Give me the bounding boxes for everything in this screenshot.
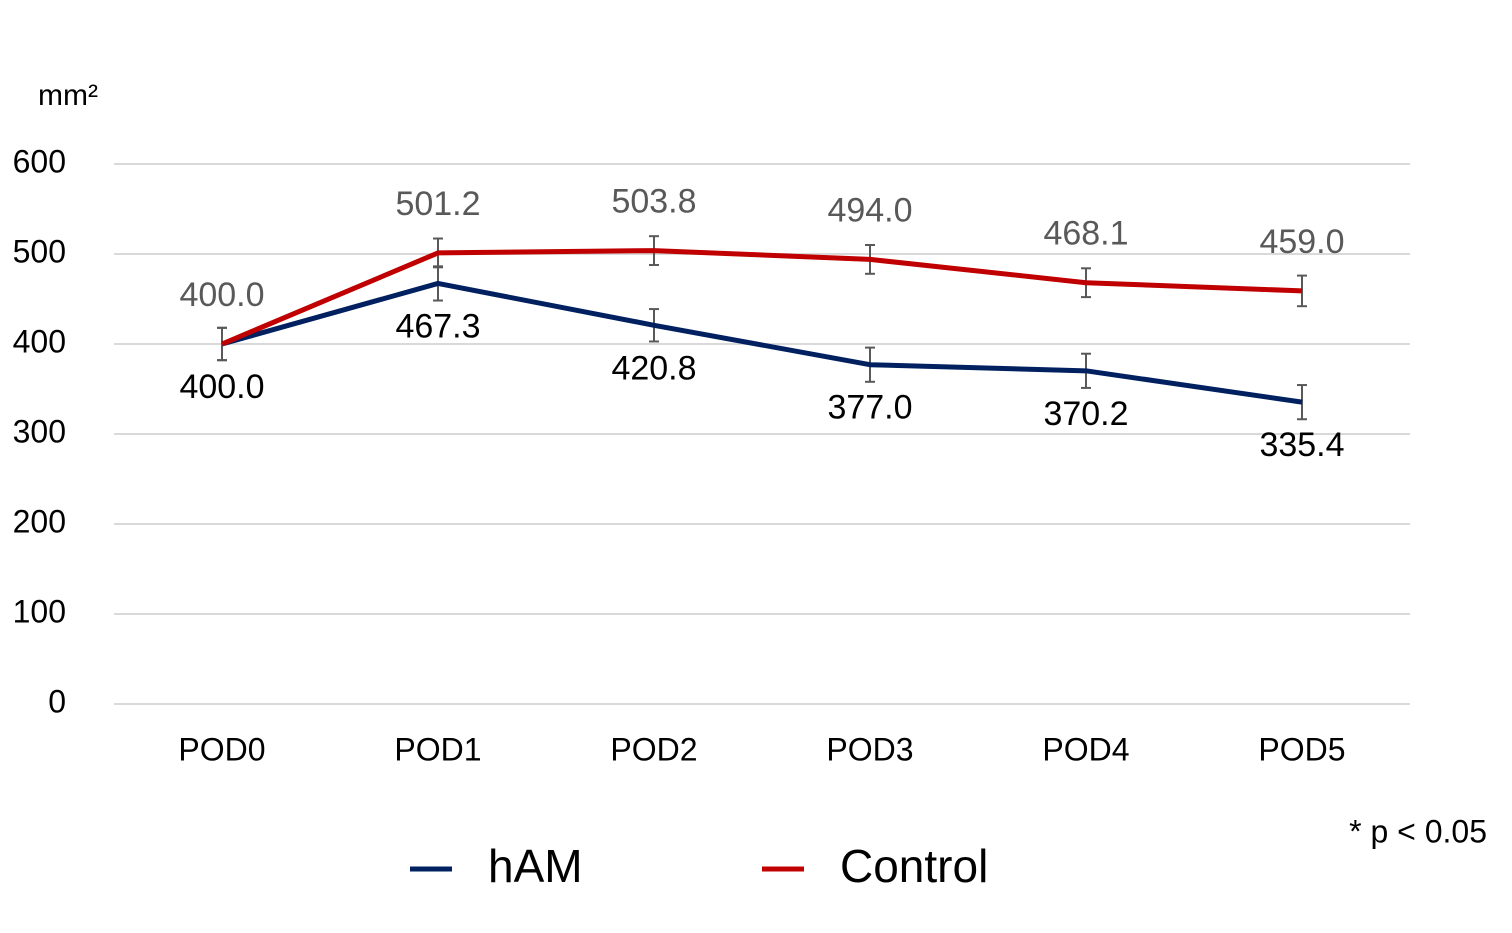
y-tick-label: 200 [13, 503, 66, 539]
y-tick-label: 500 [13, 233, 66, 269]
data-label: 501.2 [395, 185, 480, 223]
legend-label: Control [840, 840, 988, 892]
data-label: 503.8 [611, 183, 696, 221]
y-unit: mm² [38, 79, 98, 112]
data-label: 400.0 [179, 276, 264, 314]
y-tick-label: 300 [13, 413, 66, 449]
data-label: 494.0 [827, 191, 912, 229]
y-tick-label: 600 [13, 143, 66, 179]
series-line [221, 248, 1303, 347]
series-line [221, 280, 1303, 405]
x-tick-label: POD4 [1042, 731, 1129, 767]
y-tick-label: 400 [13, 323, 66, 359]
legend-label: hAM [488, 840, 583, 892]
footnote: * p < 0.05 [1349, 813, 1487, 849]
x-tick-label: POD0 [178, 731, 265, 767]
x-tick-label: POD5 [1258, 731, 1345, 767]
error-bar [1297, 274, 1307, 308]
data-label: 400.0 [179, 368, 264, 406]
data-label: 467.3 [395, 307, 480, 345]
y-tick-label: 100 [13, 593, 66, 629]
x-tick-label: POD3 [826, 731, 913, 767]
data-label: 370.2 [1043, 395, 1128, 433]
data-label: 459.0 [1259, 223, 1344, 261]
x-tick-label: POD1 [394, 731, 481, 767]
x-tick-label: POD2 [610, 731, 697, 767]
data-label: 335.4 [1259, 426, 1344, 464]
data-label: 420.8 [611, 349, 696, 387]
y-tick-label: 0 [48, 683, 66, 719]
data-label: 377.0 [827, 389, 912, 427]
data-label: 468.1 [1043, 215, 1128, 253]
